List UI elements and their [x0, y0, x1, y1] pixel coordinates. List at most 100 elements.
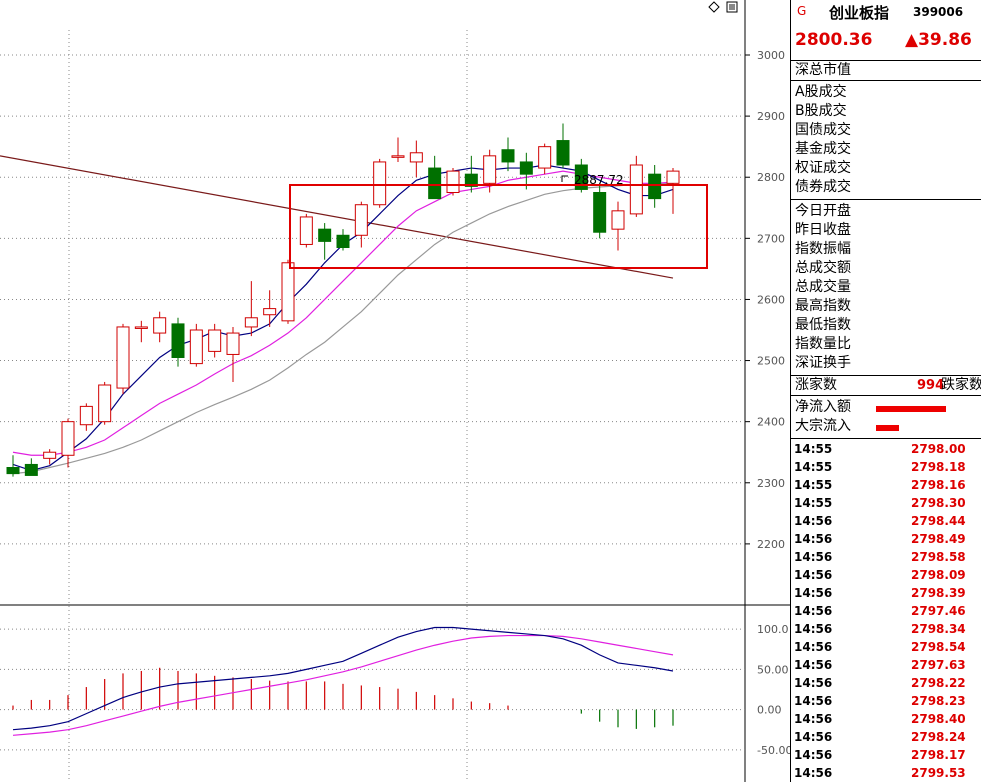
candle-body	[226, 332, 240, 355]
ma-long-line	[0, 155, 674, 279]
tick-price: 2798.16	[911, 478, 966, 492]
tick-time: 14:55	[794, 496, 833, 510]
candle-body	[263, 308, 277, 316]
tick-row[interactable]: 14:56 2798.22	[791, 674, 981, 692]
candle-body	[24, 463, 38, 476]
tick-row[interactable]: 14:56 2798.49	[791, 530, 981, 548]
ma5-line	[12, 164, 674, 472]
tick-time: 14:56	[794, 694, 833, 708]
volume-label: B股成交	[795, 103, 847, 119]
candle-body	[611, 210, 625, 230]
index-stat-label: 深证换手	[795, 355, 851, 371]
macd-dea-line	[12, 634, 674, 736]
price-change: ▲39.86	[905, 30, 972, 50]
candle-body	[61, 421, 75, 456]
fund-flow-row: 净流入额	[791, 398, 981, 417]
diamond-icon[interactable]	[708, 1, 720, 13]
price-tick-label: 2300	[757, 477, 785, 490]
index-stat-label: 指数量比	[795, 336, 851, 352]
candle-body	[134, 326, 148, 329]
index-stats-section: 今日开盘 昨日收盘 指数振幅 总成交额 总成交量 最高指数 最低指数 指数量比 深证换手	[791, 200, 981, 376]
index-stat-label: 总成交额	[795, 260, 851, 276]
index-stat-label: 指数振幅	[795, 241, 851, 257]
indicator-tick-label: 100.0	[757, 623, 789, 636]
tick-row[interactable]: 14:56 2798.24	[791, 728, 981, 746]
candle-body	[666, 170, 680, 184]
tick-price: 2799.53	[911, 766, 966, 780]
tick-price: 2798.09	[911, 568, 966, 582]
volume-label: 债券成交	[795, 179, 851, 195]
ma30-line	[12, 182, 674, 475]
candle-body	[244, 317, 258, 328]
candle-body	[391, 155, 405, 158]
price-tick-label: 2800	[757, 171, 785, 184]
tick-row[interactable]: 14:56 2798.54	[791, 638, 981, 656]
tick-row[interactable]: 14:56 2798.58	[791, 548, 981, 566]
quote-panel: G 创业板指 399006 2800.36 ▲39.86 深总市值 A股成交 B股…	[790, 0, 981, 782]
tick-time: 14:56	[794, 604, 833, 618]
candle-body	[354, 204, 368, 236]
volume-label: 权证成交	[795, 160, 851, 176]
tick-row[interactable]: 14:55 2798.18	[791, 458, 981, 476]
tick-price: 2798.22	[911, 676, 966, 690]
index-stat-label: 今日开盘	[795, 203, 851, 219]
tick-price: 2798.49	[911, 532, 966, 546]
high-annotation: 2887.72	[561, 173, 624, 187]
square-icon-inner	[729, 4, 735, 10]
tick-time: 14:56	[794, 730, 833, 744]
index-stat-label: 总成交量	[795, 279, 851, 295]
square-icon[interactable]	[726, 1, 738, 13]
tick-time: 14:56	[794, 748, 833, 762]
candle-body	[519, 161, 533, 175]
breadth-row: 涨家数 994 跌家数	[791, 376, 981, 395]
candle-body	[446, 170, 460, 194]
tick-row[interactable]: 14:56 2798.39	[791, 584, 981, 602]
candle-body	[373, 161, 387, 206]
tick-price: 2798.24	[911, 730, 966, 744]
fund-flow-bar	[876, 406, 946, 412]
candle-body	[593, 192, 607, 233]
fund-flow-section: 净流入额 大宗流入	[791, 396, 981, 439]
tick-row[interactable]: 14:56 2798.23	[791, 692, 981, 710]
tick-row[interactable]: 14:55 2798.16	[791, 476, 981, 494]
up-count-value: 994	[917, 378, 945, 393]
index-stat-label: 最高指数	[795, 298, 851, 314]
candle-body	[98, 384, 112, 423]
tick-row[interactable]: 14:56 2798.44	[791, 512, 981, 530]
candlesticks	[6, 123, 680, 477]
candle-body	[299, 216, 313, 245]
index-stat-label: 昨日收盘	[795, 222, 851, 238]
fund-flow-label: 净流入额	[795, 399, 851, 415]
tick-row[interactable]: 14:56 2798.40	[791, 710, 981, 728]
tick-row[interactable]: 14:55 2798.00	[791, 440, 981, 458]
tick-row[interactable]: 14:56 2799.53	[791, 764, 981, 782]
price-tick-label: 3000	[757, 49, 785, 62]
fund-flow-label: 大宗流入	[795, 418, 851, 434]
tick-time: 14:56	[794, 550, 833, 564]
tick-row[interactable]: 14:56 2797.63	[791, 656, 981, 674]
highlight-box	[289, 184, 708, 269]
tick-row[interactable]: 14:56 2798.17	[791, 746, 981, 764]
candle-body	[189, 329, 203, 365]
tick-time: 14:55	[794, 442, 833, 456]
tick-time: 14:56	[794, 622, 833, 636]
tick-row[interactable]: 14:56 2798.09	[791, 566, 981, 584]
candle-body	[501, 149, 515, 163]
candle-body	[79, 405, 93, 426]
moving-average-lines	[0, 155, 674, 475]
tick-time: 14:56	[794, 586, 833, 600]
tick-list[interactable]: 14:55 2798.00 14:55 2798.18 14:55 2798.16 14:5…	[791, 439, 981, 782]
candle-body	[171, 323, 185, 358]
tick-row[interactable]: 14:56 2797.46	[791, 602, 981, 620]
tick-price: 2798.17	[911, 748, 966, 762]
tick-row[interactable]: 14:55 2798.30	[791, 494, 981, 512]
candle-body	[574, 164, 588, 190]
tick-row[interactable]: 14:56 2798.34	[791, 620, 981, 638]
up-count-label: 涨家数	[795, 377, 837, 393]
corner-icons[interactable]	[708, 1, 738, 13]
indicator-tick-label: -50.00	[757, 744, 790, 757]
market-cap-section: 深总市值	[791, 61, 981, 81]
candle-body	[208, 329, 222, 352]
price-tick-label: 2900	[757, 110, 785, 123]
kline-chart[interactable]: 2200 2300 2400 2500 2600 2700 2800 2900 3000 100.…	[0, 0, 790, 782]
